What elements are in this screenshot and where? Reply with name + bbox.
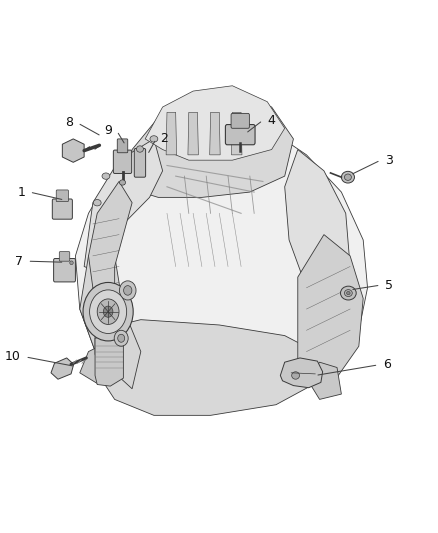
Polygon shape xyxy=(145,86,285,160)
Text: 1: 1 xyxy=(18,185,25,199)
Polygon shape xyxy=(84,139,162,277)
FancyBboxPatch shape xyxy=(56,190,68,201)
Ellipse shape xyxy=(124,152,132,158)
Ellipse shape xyxy=(90,290,127,334)
Ellipse shape xyxy=(103,306,113,317)
Ellipse shape xyxy=(346,292,350,295)
FancyBboxPatch shape xyxy=(52,199,72,219)
Polygon shape xyxy=(80,341,115,383)
Ellipse shape xyxy=(124,286,132,295)
Text: 10: 10 xyxy=(5,350,21,364)
Ellipse shape xyxy=(83,282,133,341)
FancyBboxPatch shape xyxy=(117,139,128,153)
FancyBboxPatch shape xyxy=(59,252,70,261)
Text: 7: 7 xyxy=(15,255,23,268)
Polygon shape xyxy=(166,112,177,155)
Ellipse shape xyxy=(150,136,158,142)
FancyBboxPatch shape xyxy=(113,150,132,173)
Text: 2: 2 xyxy=(160,132,168,146)
Polygon shape xyxy=(307,362,341,399)
Ellipse shape xyxy=(344,289,352,296)
Text: 8: 8 xyxy=(65,117,73,130)
Text: 4: 4 xyxy=(267,114,275,127)
Polygon shape xyxy=(188,112,198,155)
FancyBboxPatch shape xyxy=(226,125,255,145)
Ellipse shape xyxy=(340,286,356,300)
Ellipse shape xyxy=(97,299,119,325)
Ellipse shape xyxy=(70,261,73,265)
FancyBboxPatch shape xyxy=(231,114,249,128)
Polygon shape xyxy=(80,235,141,389)
Ellipse shape xyxy=(137,146,143,152)
Text: 3: 3 xyxy=(385,154,393,167)
Polygon shape xyxy=(280,358,323,387)
Ellipse shape xyxy=(114,330,128,346)
FancyBboxPatch shape xyxy=(134,149,145,177)
Ellipse shape xyxy=(102,173,110,179)
Polygon shape xyxy=(97,320,315,415)
Polygon shape xyxy=(75,118,367,405)
Polygon shape xyxy=(124,91,293,197)
Ellipse shape xyxy=(120,281,136,300)
Ellipse shape xyxy=(344,174,351,180)
Text: 9: 9 xyxy=(105,124,113,138)
Polygon shape xyxy=(298,235,363,383)
Ellipse shape xyxy=(93,199,101,206)
Polygon shape xyxy=(51,358,74,379)
Ellipse shape xyxy=(292,372,300,379)
Ellipse shape xyxy=(120,180,126,185)
Polygon shape xyxy=(62,139,84,163)
FancyBboxPatch shape xyxy=(53,259,75,282)
Polygon shape xyxy=(210,112,220,155)
Polygon shape xyxy=(285,150,350,304)
Ellipse shape xyxy=(118,334,125,342)
Polygon shape xyxy=(95,325,123,368)
Text: 6: 6 xyxy=(383,358,391,372)
Polygon shape xyxy=(95,333,124,386)
Text: 5: 5 xyxy=(385,279,393,292)
Polygon shape xyxy=(88,181,132,330)
Ellipse shape xyxy=(341,171,354,183)
Polygon shape xyxy=(232,112,242,155)
